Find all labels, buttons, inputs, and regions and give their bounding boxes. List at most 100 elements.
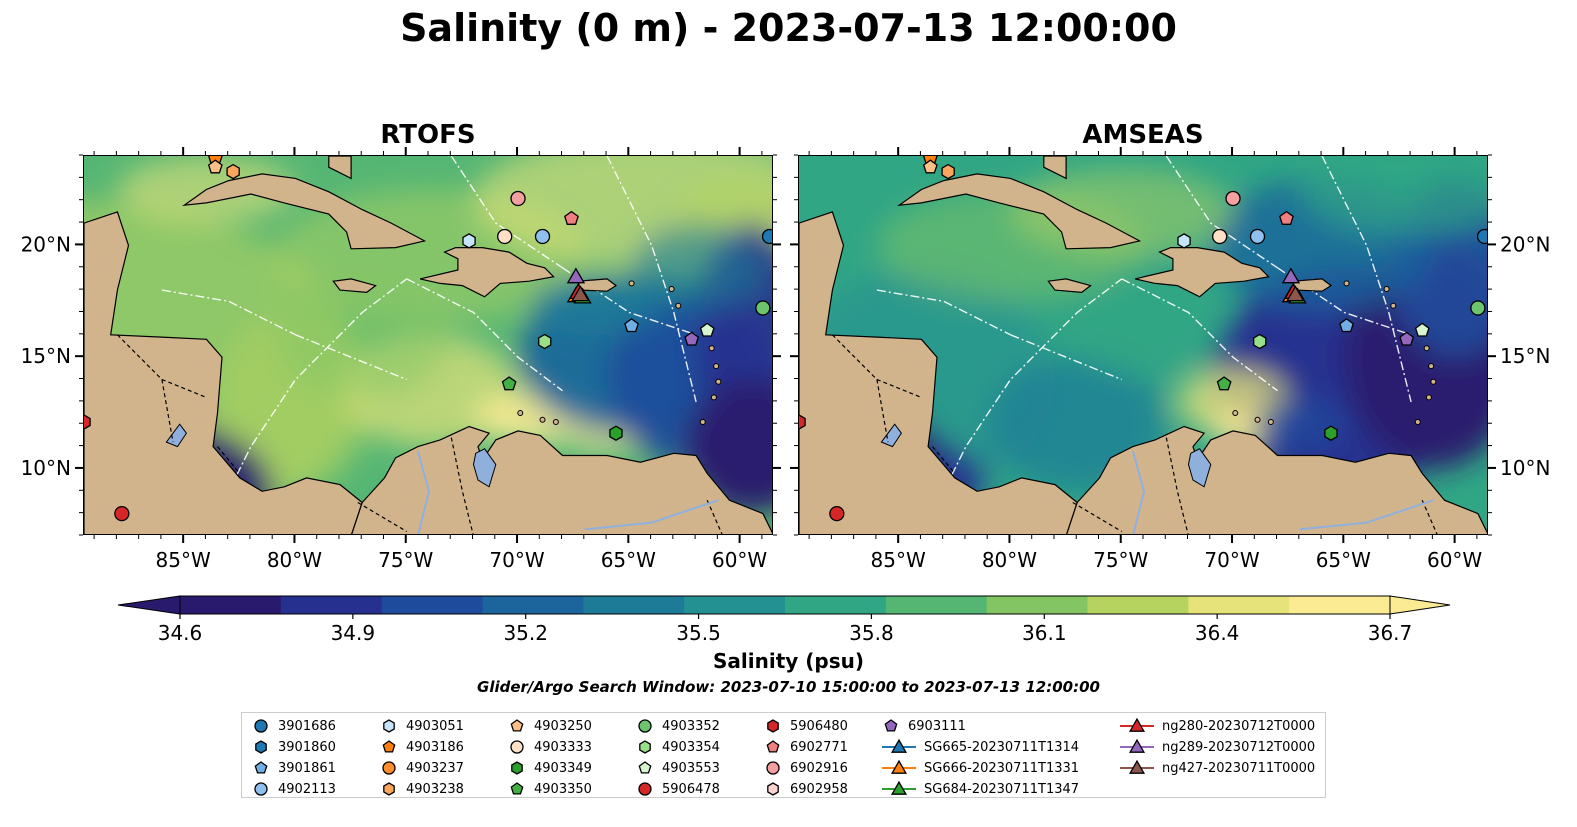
legend-marker-icon: [1120, 717, 1154, 732]
legend-symbol: [767, 719, 779, 733]
national-border: [1165, 437, 1189, 534]
obs-6902771: [564, 210, 579, 225]
eez-boundary: [876, 289, 1011, 336]
legend-item: 4903553: [636, 758, 720, 778]
legend-marker-icon: [254, 782, 268, 796]
obs-6902916: [510, 190, 526, 207]
obs-4902113: [1249, 228, 1266, 245]
legend-item: 3901686: [252, 716, 336, 736]
lat-tick-label: 15°N: [1500, 344, 1550, 368]
colorbar-tick-label: 34.6: [158, 621, 203, 645]
legend-marker-icon: [510, 719, 524, 732]
eez-boundary: [1277, 267, 1412, 336]
obs-4903333: [497, 228, 513, 245]
obs-4902113: [534, 228, 551, 245]
legend-symbol: [638, 761, 652, 774]
land-southAmerica: [1066, 425, 1487, 534]
lon-tick-label: 85°W: [156, 548, 211, 572]
legend-marker-icon: [766, 761, 780, 775]
salinity-blob: [1299, 156, 1487, 235]
legend-item: ng427-20230711T0000: [1120, 758, 1315, 778]
legend-marker-icon: [639, 740, 651, 754]
land-small-island: [552, 419, 559, 425]
legend-label: 4903237: [406, 760, 464, 776]
salinity-blob: [1255, 397, 1345, 452]
obs-4903238: [941, 163, 955, 180]
colorbar-tick-label: 36.7: [1368, 621, 1413, 645]
obs-4903354: [538, 333, 552, 350]
legend-symbol: [638, 719, 652, 733]
obs-4903553: [699, 322, 715, 337]
legend-item: 3901860: [252, 737, 336, 757]
legend-item: 4903250: [508, 716, 592, 736]
legend-item: 4902113: [252, 779, 336, 799]
legend-label: 5906478: [662, 781, 720, 797]
colorbar-segment: [684, 596, 786, 614]
lon-tick-label: 80°W: [982, 548, 1037, 572]
legend-item: 6903111: [882, 716, 966, 736]
eez-boundary: [1010, 334, 1122, 381]
legend-marker-icon: [638, 761, 652, 774]
legend-item: 6902916: [764, 758, 848, 778]
land-hispaniola: [1134, 246, 1270, 298]
legend-item: 4903354: [636, 737, 720, 757]
obs-5906478: [114, 505, 130, 522]
legend-label: 4903250: [534, 718, 592, 734]
legend-item: 4903051: [380, 716, 464, 736]
colorbar-segment: [280, 596, 383, 614]
obs-4903350: [501, 376, 517, 391]
legend-marker-icon: [638, 782, 652, 796]
map-axes: 85°W 80°W 75°W 70°W 65°W 60°W 20°N 15°N 10°N 85°W…: [21, 147, 1550, 572]
legend-symbol: [884, 719, 898, 732]
eez-boundary: [562, 267, 697, 336]
map-rtofs: [84, 156, 772, 534]
lon-tick-label: 65°W: [601, 548, 656, 572]
legend-item: SG666-20230711T1331: [882, 758, 1079, 778]
national-border: [161, 379, 174, 443]
land-small-island: [1267, 419, 1274, 425]
panel-title-amseas: AMSEAS: [1082, 120, 1204, 150]
legend-symbol: [890, 738, 908, 753]
obs-4903354: [1253, 333, 1267, 350]
river: [584, 499, 719, 531]
eez-boundary: [295, 334, 407, 381]
legend-item: 4903349: [508, 758, 592, 778]
map-amseas: [799, 156, 1487, 534]
lon-tick-label: 60°W: [1427, 548, 1482, 572]
legend-label: SG666-20230711T1331: [924, 760, 1080, 776]
legend-symbol: [511, 761, 523, 775]
lat-tick-label: 20°N: [1500, 232, 1550, 256]
legend-item: ng289-20230712T0000: [1120, 737, 1315, 757]
obs-4903350: [1216, 376, 1232, 391]
legend-symbol: [890, 759, 908, 774]
panel-title-rtofs: RTOFS: [380, 120, 476, 150]
land-jamaica: [332, 278, 377, 294]
legend-marker-icon: [882, 780, 916, 795]
obs-ng289-20230712T0000: [566, 267, 586, 284]
legend-label: 6902771: [790, 739, 848, 755]
colorbar-extend-low: [117, 595, 181, 615]
salinity-blob: [629, 223, 763, 313]
legend: 3901686 3901860 3901861 4902113 4903051 49031…: [241, 712, 1326, 798]
obs-4903051: [462, 233, 476, 249]
eez-boundary: [161, 289, 296, 336]
legend-label: SG684-20230711T1347: [924, 781, 1080, 797]
land-bahamasLand: [1043, 156, 1067, 180]
figure-title: Salinity (0 m) - 2023-07-13 12:00:00: [400, 6, 1177, 50]
lat-tick-label: 10°N: [1500, 456, 1550, 480]
eez-boundary: [921, 278, 1123, 534]
legend-label: ng289-20230712T0000: [1162, 739, 1316, 755]
legend-symbol: [510, 719, 524, 732]
colorbar-segment: [381, 596, 483, 614]
eez-boundary: [1321, 156, 1412, 403]
land-small-island: [1390, 302, 1397, 309]
legend-item: 5906480: [764, 716, 848, 736]
obs-6903111: [684, 331, 700, 346]
legend-label: 6902958: [790, 781, 848, 797]
legend-marker-icon: [766, 740, 780, 753]
colorbar-tick-label: 35.5: [676, 621, 721, 645]
land-small-island: [1232, 410, 1239, 417]
legend-symbol: [254, 719, 268, 733]
obs-4903238: [226, 163, 240, 180]
lake-maracaibo: [1187, 448, 1212, 488]
